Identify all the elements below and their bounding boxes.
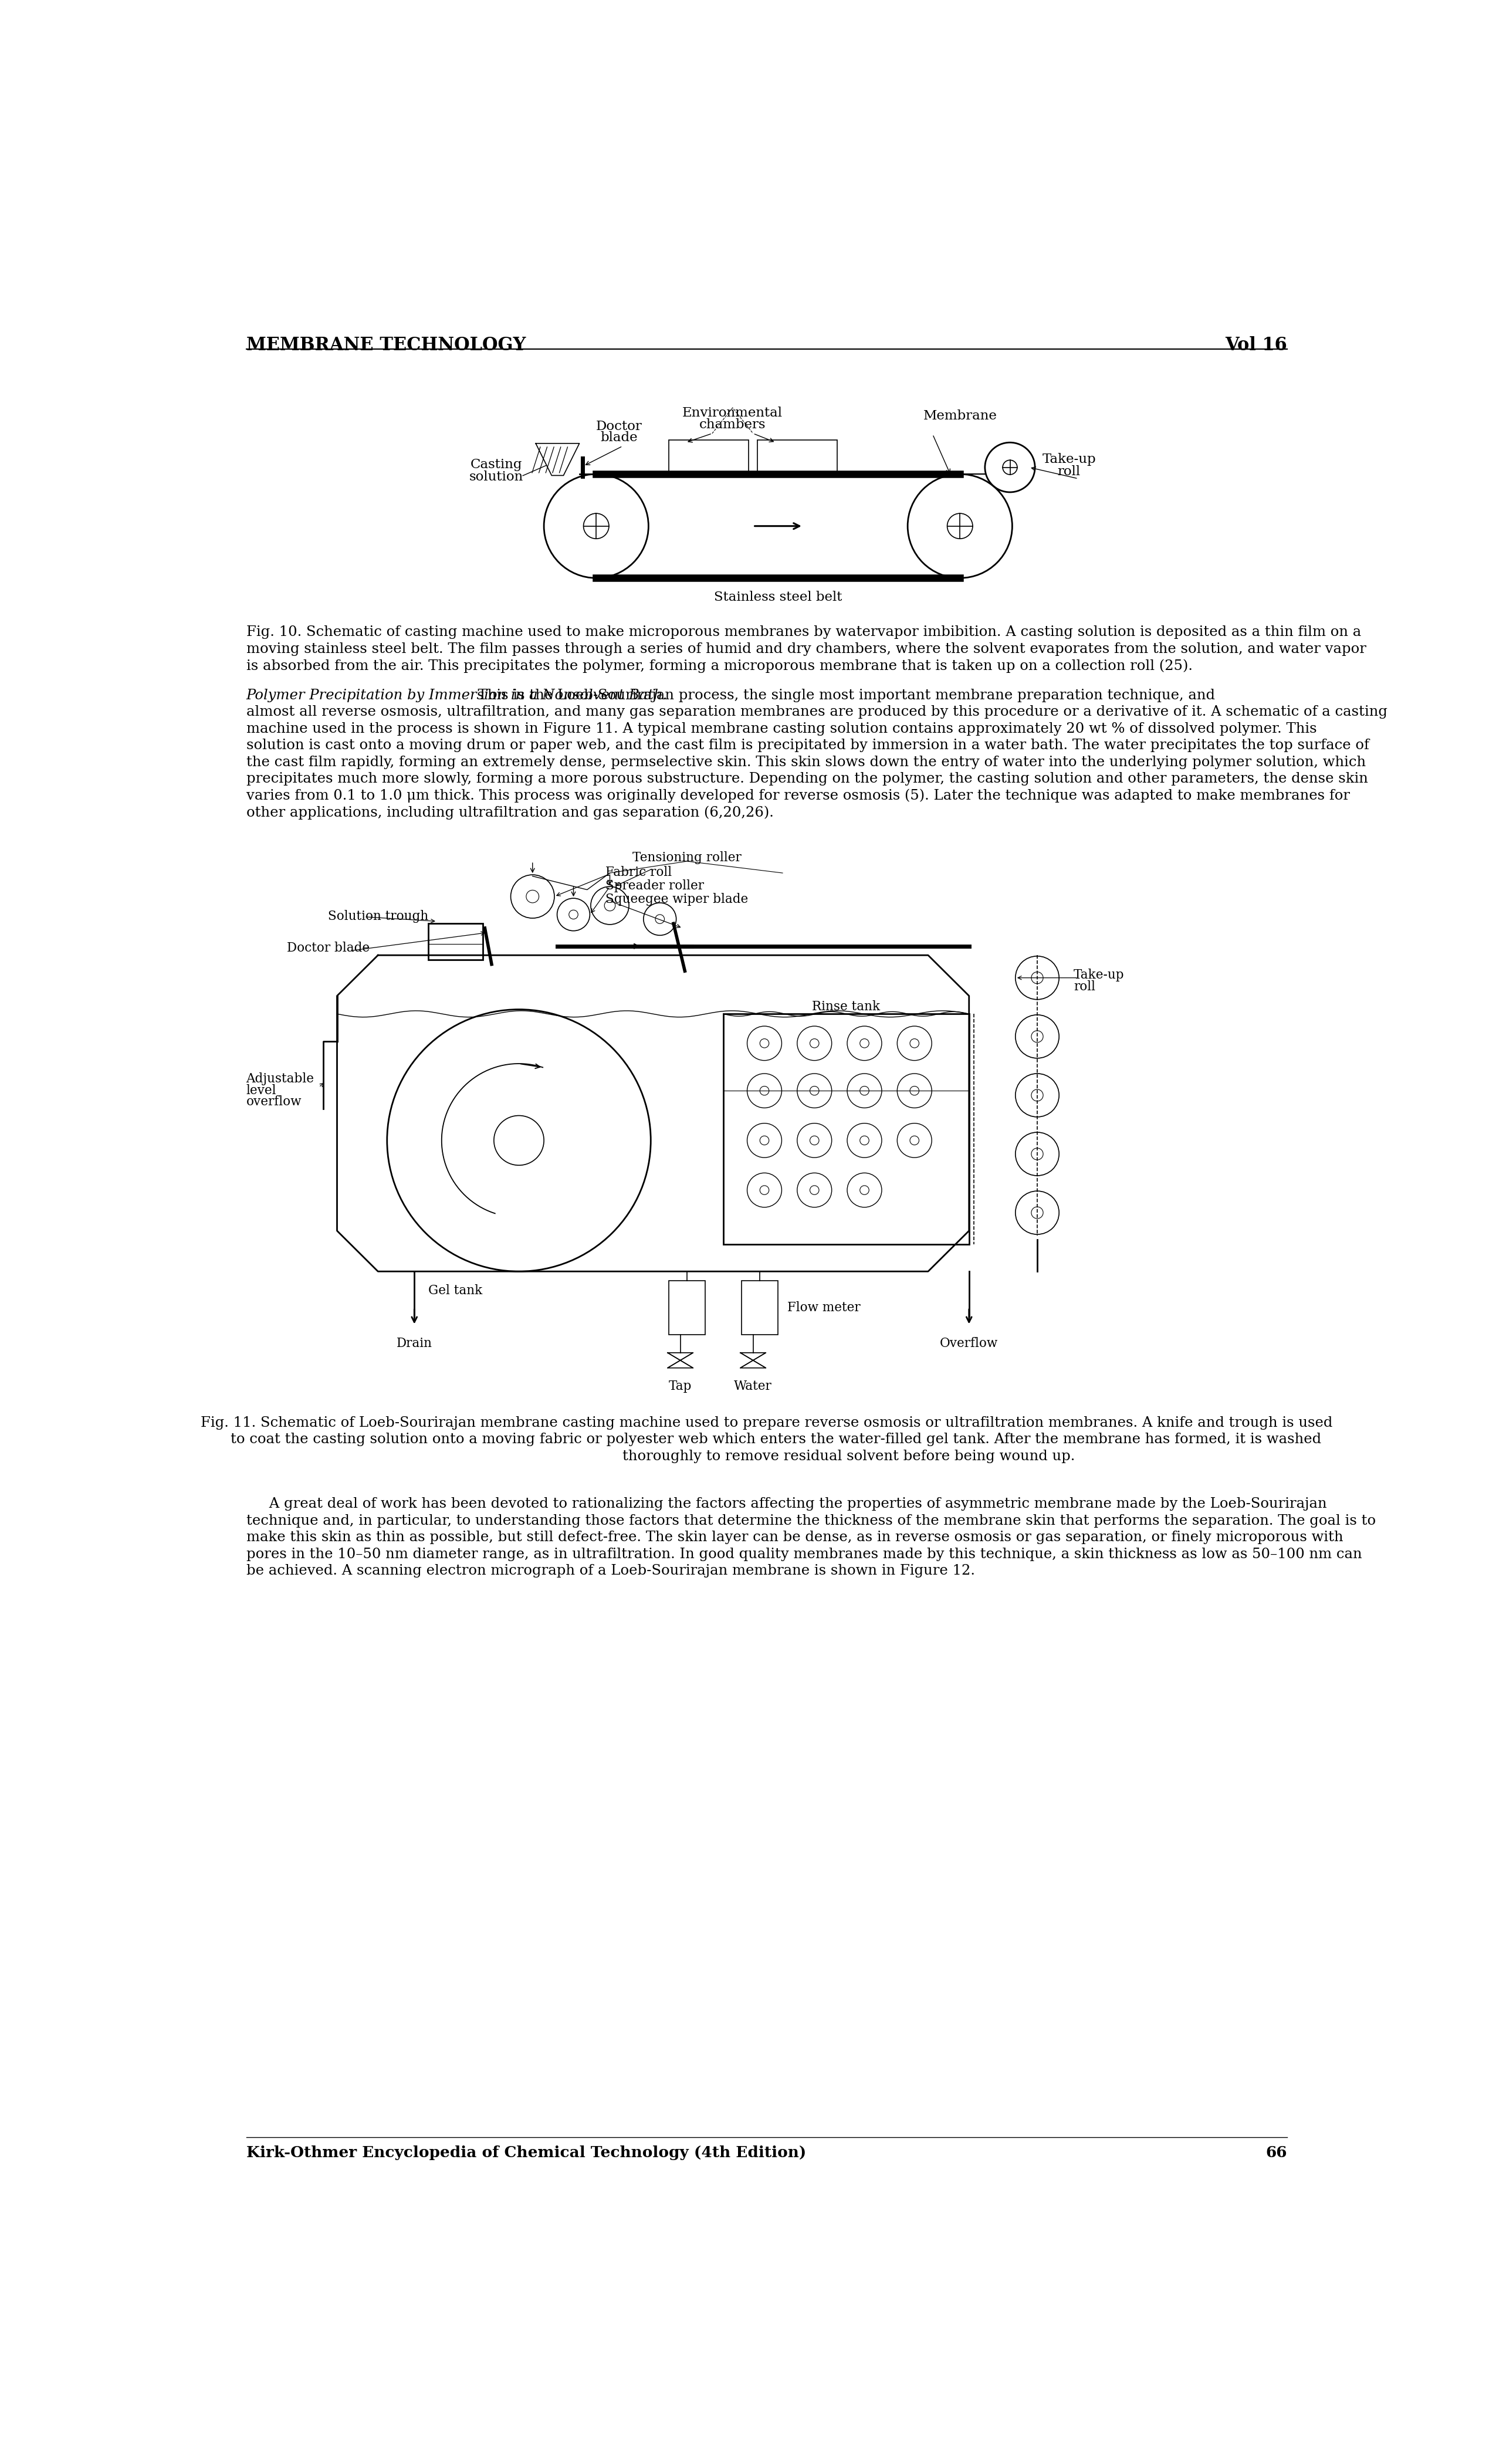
Text: solution: solution <box>470 471 524 483</box>
Text: Doctor blade: Doctor blade <box>287 941 370 954</box>
Text: This is the Loeb-Sourirajan process, the single most important membrane preparat: This is the Loeb-Sourirajan process, the… <box>468 687 1215 702</box>
Text: Stainless steel belt: Stainless steel belt <box>714 591 842 604</box>
Bar <box>724 1015 969 1244</box>
Text: chambers: chambers <box>699 419 766 431</box>
Text: Vol 16: Vol 16 <box>1225 338 1287 355</box>
Text: be achieved. A scanning electron micrograph of a Loeb-Sourirajan membrane is sho: be achieved. A scanning electron microgr… <box>247 1565 975 1577</box>
Text: level: level <box>247 1084 277 1096</box>
Text: Water: Water <box>735 1380 772 1392</box>
Text: overflow: overflow <box>247 1094 302 1109</box>
Text: Adjustable: Adjustable <box>247 1072 314 1087</box>
Bar <box>428 924 483 961</box>
Text: to coat the casting solution onto a moving fabric or polyester web which enters : to coat the casting solution onto a movi… <box>212 1432 1321 1446</box>
Text: Take-up: Take-up <box>1043 453 1097 466</box>
Text: A great deal of work has been devoted to rationalizing the factors affecting the: A great deal of work has been devoted to… <box>247 1498 1327 1510</box>
Text: Spreader roller: Spreader roller <box>606 880 703 892</box>
Text: Gel tank: Gel tank <box>428 1284 482 1296</box>
Text: Overflow: Overflow <box>939 1338 998 1350</box>
Text: pores in the 10–50 nm diameter range, as in ultrafiltration. In good quality mem: pores in the 10–50 nm diameter range, as… <box>247 1547 1361 1560</box>
Text: Take-up: Take-up <box>1074 968 1125 981</box>
Polygon shape <box>536 444 579 476</box>
Text: blade: blade <box>600 431 637 444</box>
Text: MEMBRANE TECHNOLOGY: MEMBRANE TECHNOLOGY <box>247 338 525 355</box>
Text: Fig. 10. Schematic of casting machine used to make microporous membranes by wate: Fig. 10. Schematic of casting machine us… <box>247 626 1361 638</box>
Text: Drain: Drain <box>396 1338 432 1350</box>
Bar <box>669 441 748 473</box>
Text: roll: roll <box>1058 466 1080 478</box>
Bar <box>757 441 838 473</box>
Text: Fig. 11. Schematic of Loeb-Sourirajan membrane casting machine used to prepare r: Fig. 11. Schematic of Loeb-Sourirajan me… <box>200 1417 1333 1429</box>
Text: varies from 0.1 to 1.0 μm thick. This process was originally developed for rever: varies from 0.1 to 1.0 μm thick. This pr… <box>247 788 1349 803</box>
Bar <box>669 1281 705 1335</box>
Text: Fabric roll: Fabric roll <box>606 865 672 880</box>
Text: Tensioning roller: Tensioning roller <box>633 853 742 865</box>
Text: moving stainless steel belt. The film passes through a series of humid and dry c: moving stainless steel belt. The film pa… <box>247 643 1366 655</box>
Text: Kirk-Othmer Encyclopedia of Chemical Technology (4th Edition): Kirk-Othmer Encyclopedia of Chemical Tec… <box>247 2146 806 2161</box>
Text: roll: roll <box>1074 981 1095 993</box>
Text: technique and, in particular, to understanding those factors that determine the : technique and, in particular, to underst… <box>247 1513 1375 1528</box>
Text: machine used in the process is shown in Figure 11. A typical membrane casting so: machine used in the process is shown in … <box>247 722 1316 737</box>
Text: Casting: Casting <box>470 458 522 471</box>
Text: Membrane: Membrane <box>923 409 998 421</box>
Text: Solution trough: Solution trough <box>328 909 428 924</box>
Text: other applications, including ultrafiltration and gas separation (6,20,26).: other applications, including ultrafiltr… <box>247 806 773 821</box>
Text: precipitates much more slowly, forming a more porous substructure. Depending on : precipitates much more slowly, forming a… <box>247 771 1367 786</box>
Text: thoroughly to remove residual solvent before being wound up.: thoroughly to remove residual solvent be… <box>459 1449 1074 1464</box>
Text: Polymer Precipitation by Immersion in a Nonsolvent Bath.: Polymer Precipitation by Immersion in a … <box>247 687 667 702</box>
Text: Doctor: Doctor <box>595 419 642 434</box>
Text: make this skin as thin as possible, but still defect-free. The skin layer can be: make this skin as thin as possible, but … <box>247 1530 1343 1545</box>
Text: Tap: Tap <box>669 1380 691 1392</box>
Text: is absorbed from the air. This precipitates the polymer, forming a microporous m: is absorbed from the air. This precipita… <box>247 658 1192 673</box>
Text: 66: 66 <box>1266 2146 1287 2161</box>
Text: the cast film rapidly, forming an extremely dense, permselective skin. This skin: the cast film rapidly, forming an extrem… <box>247 756 1366 769</box>
Text: almost all reverse osmosis, ultrafiltration, and many gas separation membranes a: almost all reverse osmosis, ultrafiltrat… <box>247 705 1387 719</box>
Text: Flow meter: Flow meter <box>787 1301 860 1313</box>
Bar <box>742 1281 778 1335</box>
Text: Squeegee wiper blade: Squeegee wiper blade <box>606 892 748 907</box>
Text: Rinse tank: Rinse tank <box>812 1000 880 1013</box>
Text: Environmental: Environmental <box>682 407 782 419</box>
Text: solution is cast onto a moving drum or paper web, and the cast film is precipita: solution is cast onto a moving drum or p… <box>247 739 1369 752</box>
